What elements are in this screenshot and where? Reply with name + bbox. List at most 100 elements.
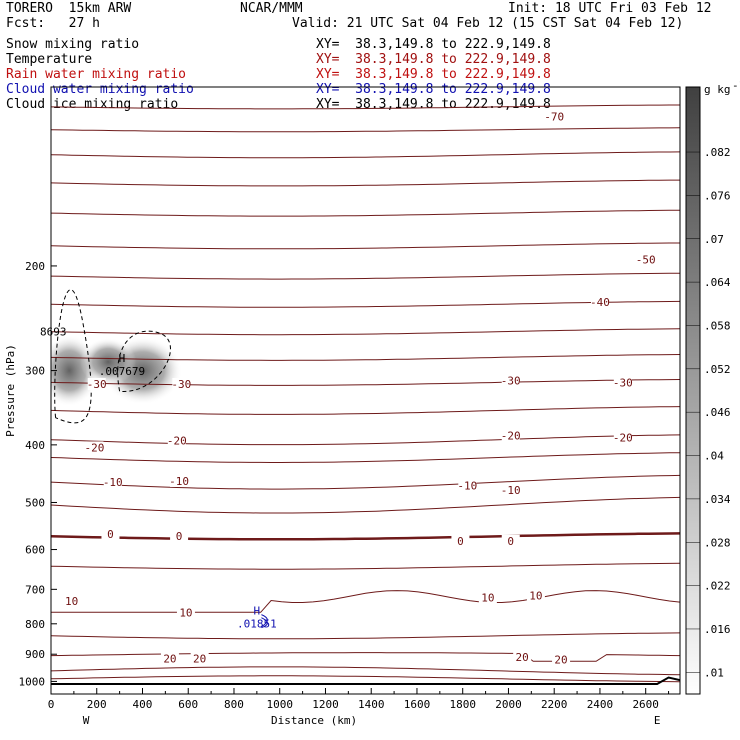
forecast-hour: Fcst: 27 h [6,16,100,31]
contour-label-bg-4 [172,378,191,391]
x-end-left: W [83,714,90,727]
x-tick-label-8: 1600 [404,698,431,711]
contour-label-12: -10 [169,475,189,488]
y-tick-label-8: 1000 [19,675,46,688]
colorbar-tick-label-2: .022 [704,580,731,593]
model-title: TORERO 15km ARW [6,1,132,16]
x-tick-label-4: 800 [224,698,244,711]
isotherm-line-14 [51,452,680,463]
contour-label-18: 0 [507,535,514,548]
isotherm-line-2 [51,127,680,133]
isotherm-line-8 [51,300,680,308]
isotherm-line-19 [51,590,680,613]
contour-label-13: -10 [457,479,477,492]
y-tick-label-3: 500 [25,496,45,509]
contour-label-bg-10 [613,431,632,444]
legend-field-3: Cloud water mixing ratio [6,82,194,97]
plot-frame [50,86,681,695]
contour-label-10: -20 [613,432,633,445]
isotherm-line-4 [51,179,680,187]
contour-label-bg-20 [176,606,195,619]
contour-label-bg-24 [190,652,209,665]
snow-shading [51,334,183,407]
contour-label-8: -20 [167,434,187,447]
contour-label-bg-17 [451,534,470,547]
isotherm-line-6 [51,242,680,250]
isotherm-line-18 [51,562,680,570]
contour-label-bg-14 [501,483,520,496]
x-tick-label-12: 2400 [587,698,614,711]
colorbar-tick-label-5: .04 [704,450,724,463]
isotherm-line-1 [51,104,680,110]
contour-label-24: 20 [193,652,206,665]
max-value-2: 8693 [40,326,67,339]
max-value-1: .01851 [237,618,277,631]
contour-label-0: -70 [544,110,564,123]
legend-field-2: Rain water mixing ratio [6,67,187,82]
isotherm-line-9 [51,328,680,336]
contour-label-11: -10 [103,476,123,489]
contour-label-25: 20 [516,651,529,664]
y-tick-label-0: 200 [25,260,45,273]
contour-label-4: -30 [171,378,191,391]
isotherm-line-5 [51,209,680,217]
x-tick-label-7: 1400 [358,698,385,711]
contour-label-3: -30 [87,378,107,391]
isotherm-line-15 [51,474,680,490]
contour-label-bg-23 [160,652,179,665]
legend-field-1: Temperature [6,52,93,67]
colorbar-tick-label-12: .082 [704,146,731,159]
colorbar: .01 .016 .022 .028 .034 .04 .046 .052 .058 .064 .0… [685,79,740,695]
terrain-line [51,676,680,685]
contour-label-16: 0 [176,530,183,543]
x-end-right: E [654,714,661,727]
isotherm-line-12 [51,406,680,415]
valid-time: Valid: 21 UTC Sat 04 Feb 12 (15 CST Sat … [292,16,684,31]
isotherm-line-16 [51,496,680,514]
x-tick-label-11: 2200 [541,698,568,711]
legend-xy-0: XY= 38.3,149.8 to 222.9,149.8 [316,37,551,52]
y-tick-label-6: 800 [25,618,45,631]
max-marker-0: H [119,352,126,365]
contour-label-19: 10 [65,595,78,608]
colorbar-tick-label-3: .028 [704,536,731,549]
mixing-ratio-contours [54,289,268,629]
x-tick-label-10: 2000 [495,698,522,711]
contour-label-bg-1 [636,253,655,266]
isotherm-line-3 [51,151,680,159]
contour-label-bg-2 [590,296,609,309]
contour-label-bg-9 [501,429,520,442]
contour-label-bg-16 [170,529,189,542]
organization: NCAR/MMM [240,1,303,16]
contour-label-6: -30 [613,376,633,389]
contour-label-20: 10 [179,606,192,619]
y-tick-label-1: 300 [25,365,45,378]
isotherm-line-23 [51,675,680,683]
snow-dashed-contour-west [54,289,92,424]
contour-label-bg-18 [501,534,520,547]
max-value-0: .007679 [99,365,145,378]
isotherm-line-10 [51,354,680,361]
contour-label-bg-26 [552,653,571,666]
y-tick-label-7: 900 [25,648,45,661]
contour-label-5: -30 [501,375,521,388]
x-tick-label-0: 0 [48,698,55,711]
init-time: Init: 18 UTC Fri 03 Feb 12 [508,1,712,16]
x-tick-label-1: 200 [87,698,107,711]
contour-label-bg-8 [167,434,186,447]
contour-label-9: -20 [501,430,521,443]
contour-label-bg-25 [513,651,532,664]
legend-xy-1: XY= 38.3,149.8 to 222.9,149.8 [316,52,551,67]
contour-label-23: 20 [163,652,176,665]
colorbar-scale [685,86,701,695]
contour-label-bg-19 [62,595,81,608]
contour-label-17: 0 [457,535,464,548]
y-tick-label-5: 700 [25,583,45,596]
contour-label-bg-3 [87,378,106,391]
x-tick-label-6: 1200 [312,698,339,711]
colorbar-tick-label-7: .052 [704,363,731,376]
legend-xy-3: XY= 38.3,149.8 to 222.9,149.8 [316,82,551,97]
colorbar-tick-label-10: .07 [704,233,724,246]
isotherm-line-21 [51,652,680,662]
contour-label-bg-13 [458,479,477,492]
